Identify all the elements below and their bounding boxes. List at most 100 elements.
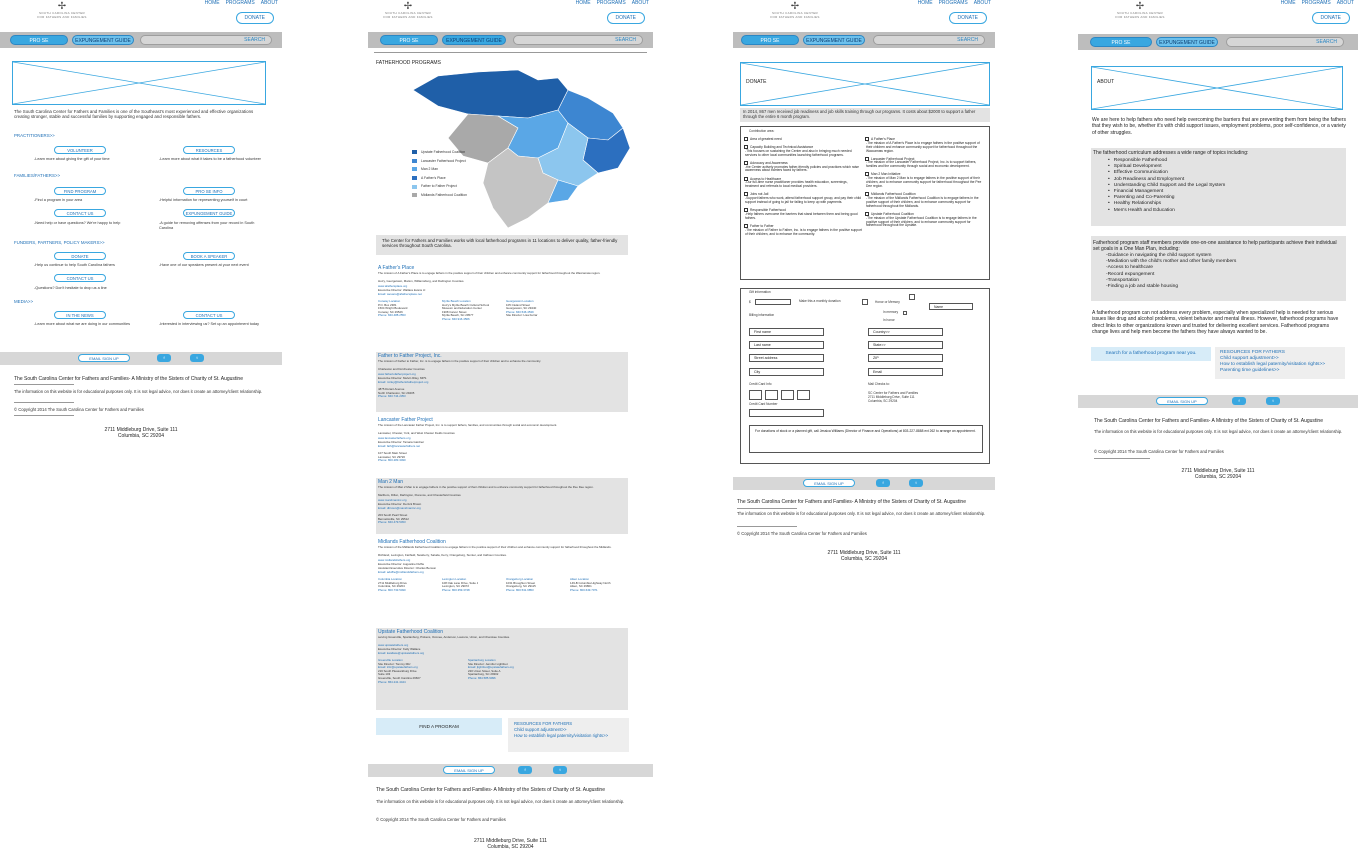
site-logo[interactable]: ✢ South Carolina Center for Fathers and … (1110, 2, 1170, 19)
search-input[interactable]: SEARCH (1226, 37, 1344, 47)
twitter-icon[interactable]: t (1266, 397, 1280, 405)
option-checkbox[interactable] (744, 144, 748, 149)
contribution-option[interactable]: Father to Father -The mission of Father t… (744, 224, 862, 237)
contribution-option[interactable]: Lancaster Fatherhood Project -The mission… (865, 157, 985, 170)
legend-item[interactable]: Midlands Fatherhood Coalition (412, 193, 487, 198)
search-input[interactable]: SEARCH (873, 35, 985, 45)
option-checkbox[interactable] (744, 223, 748, 228)
amount-input[interactable] (755, 299, 791, 305)
contact-us-button-2[interactable]: CONTACT US (54, 274, 106, 282)
contribution-option[interactable]: Responsible Fatherhood -Help fathers over… (744, 208, 862, 221)
donate-button[interactable]: DONATE (235, 12, 274, 24)
program-email-link[interactable]: Email: fath@lancasterfathers.net (378, 444, 420, 448)
legend-item[interactable]: Man 2 Man (412, 167, 487, 172)
expungement-guide-button[interactable]: EXPUNGEMENT GUIDE (442, 35, 506, 45)
section-media[interactable]: MEDIA>> (14, 299, 34, 304)
search-input[interactable]: SEARCH (513, 35, 643, 45)
city-input[interactable]: City (749, 368, 824, 376)
nav-home[interactable]: HOME (917, 0, 933, 6)
program-website-link[interactable]: www.midlandsfathers.org (378, 558, 411, 562)
map-region-charleston[interactable] (547, 179, 579, 204)
facebook-icon[interactable]: f (1232, 397, 1246, 405)
street-address-input[interactable]: Street address (749, 354, 824, 362)
pro-se-button[interactable]: PRO SE (741, 35, 799, 45)
email-signup-button[interactable]: EMAIL SIGN UP (803, 479, 855, 487)
find-program-button[interactable]: FIND A PROGRAM (376, 718, 502, 735)
site-logo[interactable]: ✢ South Carolina Center for Fathers and … (368, 2, 448, 19)
program-email-link[interactable]: Email: mriley@fathertofatherproject.org (378, 380, 429, 384)
facebook-icon[interactable]: f (157, 354, 171, 362)
in-memory-checkbox[interactable] (903, 311, 907, 315)
donate-button[interactable]: DONATE (606, 12, 645, 24)
option-checkbox[interactable] (865, 172, 869, 177)
option-checkbox[interactable] (744, 160, 748, 165)
legend-item[interactable]: Upstate Fatherhood Coalition (412, 150, 487, 155)
program-website-link[interactable]: www.fathertofatherproject.org (378, 372, 416, 376)
child-support-link[interactable]: Child support adjustment>> (514, 727, 567, 732)
site-logo[interactable]: ✢ South Carolina Center for Fathers and … (32, 2, 92, 19)
nav-home[interactable]: HOME (575, 0, 591, 6)
program-email-link[interactable]: Email: wevans@afathersplace.net (378, 292, 422, 296)
program-name[interactable]: Father to Father Project, Inc. (378, 353, 442, 359)
contribution-option[interactable]: Area of greatest need (744, 137, 862, 142)
contribution-option[interactable]: Access to Healthcare -Our full-time nurse… (744, 176, 862, 190)
donate-button[interactable]: DONATE (1311, 12, 1350, 24)
program-name[interactable]: A Father's Place (378, 265, 415, 271)
honoree-name-input[interactable]: Name (929, 303, 973, 310)
in-the-news-button[interactable]: IN THE NEWS (54, 311, 106, 319)
email-input[interactable]: Email (868, 368, 943, 376)
zip-input[interactable]: ZIP (868, 354, 943, 362)
program-website-link[interactable]: www.afathersplace.org (378, 284, 408, 288)
pro-se-info-button[interactable]: PRO SE INFO (183, 187, 235, 195)
contact-us-button[interactable]: CONTACT US (54, 209, 106, 217)
cc-type-discover[interactable] (797, 390, 810, 400)
cc-type-visa[interactable] (749, 390, 762, 400)
search-input[interactable]: SEARCH (140, 35, 272, 45)
nav-programs[interactable]: PROGRAMS (1301, 0, 1331, 6)
nav-home[interactable]: HOME (204, 0, 220, 6)
map-region-upstate[interactable] (412, 69, 569, 119)
donate-button[interactable]: DONATE (948, 12, 987, 24)
cc-type-amex[interactable] (781, 390, 794, 400)
option-checkbox[interactable] (744, 176, 748, 181)
parenting-time-link[interactable]: Parenting time guidelines>> (1220, 368, 1280, 373)
resources-button[interactable]: RESOURCES (183, 146, 235, 154)
last-name-input[interactable]: Last name (749, 341, 824, 349)
program-name[interactable]: Lancaster Father Project (378, 417, 433, 423)
contribution-option[interactable]: Advocacy and Awareness -the Center active… (744, 161, 862, 174)
donate-link-button[interactable]: DONATE (54, 252, 106, 260)
nav-programs[interactable]: PROGRAMS (225, 0, 255, 6)
option-checkbox[interactable] (744, 192, 748, 197)
twitter-icon[interactable]: t (909, 479, 923, 487)
contact-us-button-3[interactable]: CONTACT US (183, 311, 235, 319)
volunteer-button[interactable]: VOLUNTEER (54, 146, 106, 154)
program-website-link[interactable]: www.upstatefathers.org (378, 643, 409, 647)
state-select[interactable]: State>> (868, 341, 943, 349)
option-checkbox[interactable] (865, 192, 869, 197)
program-website-link[interactable]: www.man2maninc.org (378, 498, 407, 502)
paternity-link[interactable]: How to establish legal paternity/visitat… (514, 733, 609, 738)
find-program-button[interactable]: FIND PROGRAM (54, 187, 106, 195)
contribution-option[interactable]: Upstate Fatherhood Coalition -The mission… (865, 212, 985, 229)
legend-item[interactable]: Lancaster Fatherhood Project (412, 159, 487, 163)
option-checkbox[interactable] (865, 211, 869, 216)
pro-se-button[interactable]: PRO SE (10, 35, 68, 45)
nav-programs[interactable]: PROGRAMS (938, 0, 968, 6)
nav-about[interactable]: ABOUT (631, 0, 649, 6)
program-email-link[interactable]: Email: aduffie@midlandsfathers.org (378, 570, 424, 574)
contribution-option[interactable]: Capacity Building and Technical Assistan… (744, 145, 862, 158)
paternity-link[interactable]: How to establish legal paternity/visitat… (1220, 362, 1326, 367)
pro-se-button[interactable]: PRO SE (1090, 37, 1152, 47)
email-signup-button[interactable]: EMAIL SIGN UP (1156, 397, 1208, 405)
first-name-input[interactable]: First name (749, 328, 824, 336)
email-signup-button[interactable]: EMAIL SIGN UP (443, 766, 495, 774)
facebook-icon[interactable]: f (518, 766, 532, 774)
cc-type-mastercard[interactable] (765, 390, 778, 400)
option-checkbox[interactable] (744, 137, 748, 141)
section-funders[interactable]: FUNDERS, PARTNERS, POLICY MAKERS>> (14, 240, 105, 245)
search-program-button[interactable]: Search for a fatherhood program near you… (1091, 347, 1211, 361)
contribution-option[interactable]: A Father's Place -The mission of A Father… (865, 137, 985, 154)
expungement-guide-button[interactable]: EXPUNGEMENT GUIDE (72, 35, 134, 45)
expungement-guide-button[interactable]: EXPUNGEMENT GUIDE (1156, 37, 1218, 47)
cc-number-input[interactable] (749, 409, 824, 417)
